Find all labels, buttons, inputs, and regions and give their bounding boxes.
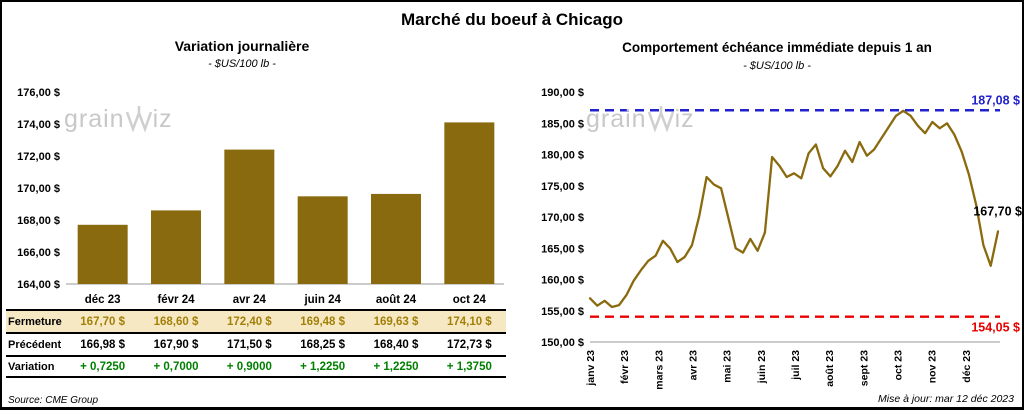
line-y-tick-label: 155,00 $ <box>541 306 584 318</box>
bar-3 <box>297 196 348 284</box>
value-cell: + 0,9000 <box>226 360 272 373</box>
value-cell: + 0,7000 <box>153 360 199 373</box>
line-chart-subtitle: - $US/100 lb - <box>743 60 811 72</box>
grainwiz-w-icon <box>125 106 152 133</box>
bar-4 <box>371 193 421 284</box>
bar-y-tick-label: 166,00 $ <box>17 247 60 259</box>
line-x-tick-label: nov 23 <box>927 350 939 383</box>
month-label: juin 24 <box>304 293 341 306</box>
watermark-text-post: iz <box>152 104 173 133</box>
line-chart-title: Comportement échéance immédiate depuis 1… <box>622 40 932 55</box>
bar-y-tick-label: 170,00 $ <box>17 183 60 195</box>
bar-5 <box>444 122 495 285</box>
bar-0 <box>77 224 128 284</box>
value-cell: + 0,7250 <box>80 360 126 373</box>
bar-y-tick-label: 172,00 $ <box>17 151 60 163</box>
line-y-tick-label: 170,00 $ <box>541 212 584 224</box>
bar-y-tick-label: 176,00 $ <box>17 87 60 99</box>
month-label: févr 24 <box>157 293 195 306</box>
line-x-tick-label: mars 23 <box>653 350 665 390</box>
line-y-tick-label: 180,00 $ <box>541 150 584 162</box>
value-cell: + 1,3750 <box>446 360 492 373</box>
line-y-tick-label: 165,00 $ <box>541 243 584 255</box>
line-y-tick-label: 150,00 $ <box>541 337 584 349</box>
update-note: Mise à jour: mar 12 déc 2023 <box>878 393 1014 405</box>
line-x-tick-label: janv 23 <box>585 350 597 387</box>
line-y-tick-label: 185,00 $ <box>541 118 584 130</box>
line-x-tick-label: août 23 <box>824 350 836 387</box>
bar-chart-title: Variation journalière <box>174 38 310 54</box>
source-note: Source: CME Group <box>8 395 99 406</box>
value-cell: 174,10 $ <box>446 315 492 328</box>
value-cell: 168,60 $ <box>153 315 199 328</box>
row-label: Fermeture <box>8 315 62 328</box>
month-label: août 24 <box>375 293 417 306</box>
row-label: Précédent <box>8 338 62 351</box>
table-row-fermeture: Fermeture 167,70 $ 168,60 $ 172,40 $ 169,48 … <box>6 309 506 332</box>
line-y-tick-label: 160,00 $ <box>541 275 584 287</box>
line-chart: 190,00 $ 185,00 $ 180,00 $ 175,00 $ 170,00 $… <box>541 87 1022 390</box>
value-cell: 168,25 $ <box>300 338 346 351</box>
line-y-tick-label: 175,00 $ <box>541 181 584 193</box>
page-title: Marché du boeuf à Chicago <box>401 10 623 29</box>
min-line-label: 154,05 $ <box>971 321 1020 335</box>
line-x-tick-label: sept 23 <box>858 350 870 386</box>
value-cell: + 1,2250 <box>300 360 346 373</box>
row-label: Variation <box>8 360 55 373</box>
month-label: déc 23 <box>84 293 121 306</box>
line-x-tick-label: juil 23 <box>790 350 802 381</box>
value-cell: 172,40 $ <box>226 315 272 328</box>
bar-y-tick-label: 168,00 $ <box>17 215 60 227</box>
grainwiz-watermark: grain iz <box>64 104 173 134</box>
price-line <box>588 109 1000 309</box>
value-cell: 167,90 $ <box>153 338 199 351</box>
line-x-tick-label: mai 23 <box>722 350 734 383</box>
line-x-tick-label: avr 23 <box>688 350 700 381</box>
line-y-tick-label: 190,00 $ <box>541 87 584 99</box>
table-row-precedent: Précédent 166,98 $ 167,90 $ 171,50 $ 168,25 … <box>6 332 506 355</box>
line-x-tick-label: févr 23 <box>619 350 631 384</box>
value-cell: 169,63 $ <box>373 315 419 328</box>
watermark-text-pre: grain <box>586 104 647 133</box>
bar-chart: 176,00 $ 174,00 $ 172,00 $ 170,00 $ 168,00 $… <box>17 87 504 290</box>
value-cell: 167,70 $ <box>80 315 126 328</box>
month-header-row: déc 23 févr 24 avr 24 juin 24 août 24 oct 24 <box>6 290 506 309</box>
table-row-variation: Variation + 0,7250 + 0,7000 + 0,9000 + 1,225… <box>6 355 506 378</box>
price-table: déc 23 févr 24 avr 24 juin 24 août 24 oct 24 F… <box>6 290 506 378</box>
value-cell: 172,73 $ <box>446 338 492 351</box>
bar-1 <box>151 210 201 284</box>
month-label: avr 24 <box>232 293 266 306</box>
line-x-tick-label: oct 23 <box>893 350 905 381</box>
line-x-tick-label: juin 23 <box>756 350 768 384</box>
bar-y-tick-label: 174,00 $ <box>17 119 60 131</box>
grainwiz-watermark: grain iz <box>586 104 695 134</box>
max-line-label: 187,08 $ <box>971 93 1020 107</box>
bar-y-tick-label: 164,00 $ <box>17 279 60 290</box>
last-price-label: 167,70 $ <box>973 204 1022 218</box>
value-cell: 169,48 $ <box>300 315 346 328</box>
value-cell: 171,50 $ <box>226 338 272 351</box>
value-cell: 168,40 $ <box>373 338 419 351</box>
bar-2 <box>224 149 275 284</box>
watermark-text-pre: grain <box>64 104 125 133</box>
bar-chart-subtitle: - $US/100 lb - <box>208 58 276 70</box>
value-cell: 166,98 $ <box>80 338 126 351</box>
month-label: oct 24 <box>452 293 486 306</box>
watermark-text-post: iz <box>674 104 695 133</box>
line-x-tick-label: déc 23 <box>961 350 973 383</box>
value-cell: + 1,2250 <box>373 360 419 373</box>
grainwiz-w-icon <box>647 106 674 133</box>
